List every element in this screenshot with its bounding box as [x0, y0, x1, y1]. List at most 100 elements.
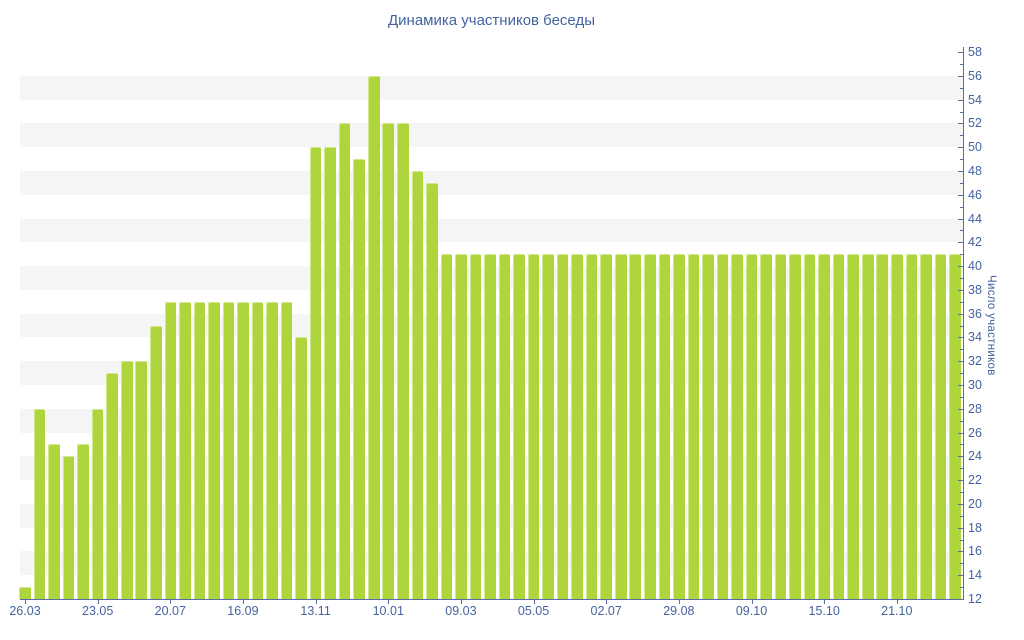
- bar[interactable]: [309, 147, 322, 599]
- bar[interactable]: [19, 587, 31, 599]
- y-axis-tick: [958, 432, 963, 434]
- y-tick-label: 12: [968, 592, 982, 606]
- bar[interactable]: [498, 254, 511, 599]
- y-axis-tick: [960, 420, 963, 422]
- y-tick-label: 52: [968, 116, 982, 131]
- bar[interactable]: [440, 254, 453, 599]
- bar[interactable]: [295, 337, 307, 599]
- bar[interactable]: [33, 408, 46, 599]
- bar[interactable]: [179, 301, 191, 599]
- y-tick-label: 54: [968, 92, 982, 107]
- bar[interactable]: [135, 361, 148, 599]
- y-axis-tick: [958, 289, 963, 291]
- y-tick-label: 48: [968, 163, 982, 178]
- bar[interactable]: [818, 254, 830, 599]
- bar[interactable]: [905, 254, 918, 599]
- bar[interactable]: [556, 254, 569, 599]
- bar[interactable]: [789, 254, 801, 599]
- bar[interactable]: [324, 147, 336, 599]
- bar[interactable]: [760, 254, 772, 599]
- bar[interactable]: [861, 254, 874, 599]
- y-axis-tick: [958, 242, 963, 244]
- x-tick-label: 29.08: [663, 604, 695, 618]
- bar[interactable]: [396, 123, 409, 599]
- bar[interactable]: [222, 301, 235, 599]
- y-axis-tick: [960, 444, 963, 446]
- bar[interactable]: [774, 254, 787, 599]
- x-axis-tick: [170, 600, 172, 604]
- y-axis-tick: [960, 159, 963, 161]
- bar[interactable]: [338, 123, 351, 599]
- bar[interactable]: [571, 254, 583, 599]
- bar[interactable]: [266, 301, 278, 599]
- bar[interactable]: [745, 254, 758, 599]
- x-axis-tick: [751, 600, 753, 604]
- bar[interactable]: [367, 75, 380, 599]
- y-axis-tick: [958, 599, 963, 600]
- bar[interactable]: [614, 254, 627, 599]
- bar[interactable]: [629, 254, 642, 599]
- y-axis-tick: [958, 99, 963, 101]
- y-tick-label: 26: [968, 425, 982, 440]
- x-tick-label: 15.10: [808, 604, 840, 618]
- x-tick-label: 10.01: [372, 604, 404, 618]
- y-axis-tick: [960, 182, 963, 184]
- bar[interactable]: [891, 254, 903, 599]
- bar[interactable]: [513, 254, 525, 599]
- bar[interactable]: [91, 408, 104, 599]
- bar[interactable]: [832, 254, 845, 599]
- bar[interactable]: [934, 254, 947, 599]
- bar[interactable]: [803, 254, 816, 599]
- bar[interactable]: [280, 301, 293, 599]
- bar[interactable]: [716, 254, 729, 599]
- y-tick-label: 44: [968, 211, 982, 226]
- bar[interactable]: [847, 254, 859, 599]
- bar[interactable]: [164, 301, 177, 599]
- bar[interactable]: [658, 254, 671, 599]
- bar[interactable]: [353, 159, 365, 599]
- bar[interactable]: [484, 254, 496, 599]
- y-axis-tick: [958, 361, 963, 363]
- bar[interactable]: [455, 254, 467, 599]
- y-axis-tick: [960, 587, 963, 589]
- bar[interactable]: [949, 254, 961, 599]
- y-axis-tick: [960, 87, 963, 89]
- bar[interactable]: [426, 182, 438, 599]
- bar[interactable]: [106, 373, 118, 599]
- bar[interactable]: [149, 325, 162, 599]
- bar[interactable]: [542, 254, 554, 599]
- bar[interactable]: [600, 254, 612, 599]
- y-axis-tick: [958, 551, 963, 553]
- y-tick-label: 32: [968, 354, 982, 369]
- x-tick-label: 09.10: [735, 604, 768, 618]
- bar[interactable]: [382, 123, 395, 599]
- bar[interactable]: [702, 254, 714, 599]
- y-axis-tick: [958, 313, 963, 315]
- bar[interactable]: [237, 301, 249, 599]
- bar[interactable]: [251, 301, 264, 599]
- bar[interactable]: [876, 254, 889, 599]
- bar[interactable]: [469, 254, 482, 599]
- bar[interactable]: [731, 254, 743, 599]
- bar[interactable]: [77, 444, 89, 599]
- x-axis-tick: [25, 600, 26, 604]
- bar[interactable]: [411, 170, 424, 599]
- y-axis-tick: [960, 230, 963, 232]
- bar[interactable]: [527, 254, 540, 599]
- grid-band: [20, 170, 963, 195]
- bar[interactable]: [208, 301, 220, 599]
- y-axis-tick: [958, 480, 963, 482]
- y-tick-label: 28: [968, 401, 982, 416]
- bar[interactable]: [585, 254, 598, 599]
- bar[interactable]: [920, 254, 932, 599]
- bar[interactable]: [62, 456, 75, 599]
- bar[interactable]: [687, 254, 700, 599]
- bar[interactable]: [673, 254, 685, 599]
- bar[interactable]: [193, 301, 206, 599]
- bar[interactable]: [120, 361, 133, 599]
- bar[interactable]: [643, 254, 656, 599]
- plot-area: [19, 52, 963, 599]
- y-axis-tick: [958, 527, 963, 529]
- x-axis-tick: [824, 600, 826, 604]
- bar[interactable]: [48, 444, 60, 599]
